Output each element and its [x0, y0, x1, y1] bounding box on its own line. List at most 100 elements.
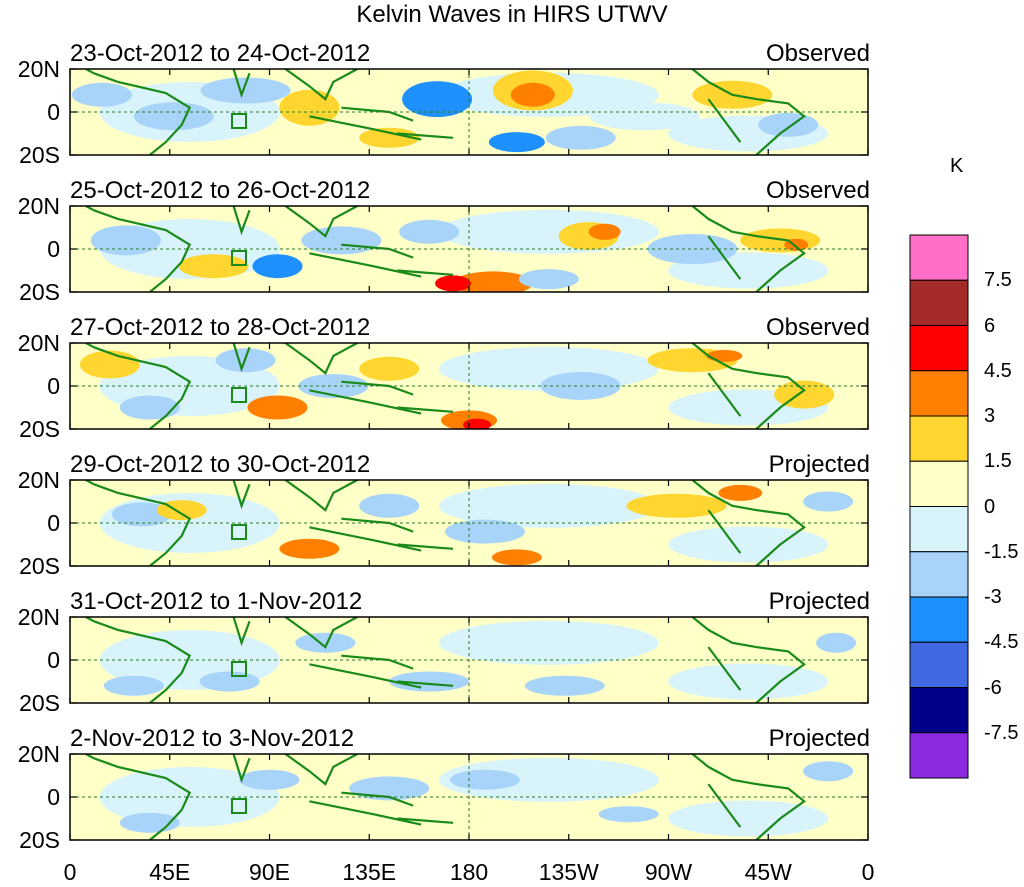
- colorbar: [909, 234, 969, 779]
- y-tick-label: 0: [47, 99, 60, 125]
- anomaly-blob: [435, 275, 472, 292]
- y-tick-label: 20N: [17, 193, 60, 219]
- coastline: [285, 617, 453, 688]
- region-box: [231, 250, 247, 266]
- colorbar-swatch: [909, 641, 969, 688]
- anomaly-blob: [588, 223, 621, 240]
- y-tick-label: 0: [47, 510, 60, 536]
- colorbar-swatch: [909, 460, 969, 507]
- colorbar-swatch: [909, 325, 969, 372]
- map-panel-5: [69, 616, 869, 704]
- anomaly-blob: [668, 663, 829, 700]
- anomaly-blob: [399, 219, 460, 244]
- anomaly-blob: [199, 671, 260, 692]
- anomaly-blob: [438, 757, 659, 802]
- anomaly-blob: [803, 491, 854, 512]
- colorbar-swatch: [909, 551, 969, 598]
- anomaly-blob: [359, 493, 420, 518]
- colorbar-swatch: [909, 506, 969, 553]
- coastline: [234, 206, 250, 232]
- coastline: [285, 343, 453, 414]
- anomaly-blob: [491, 549, 542, 566]
- panel-status: Projected: [768, 588, 870, 615]
- anomaly-blob: [247, 395, 308, 420]
- anomaly-blob: [239, 769, 300, 790]
- panel-date-range: 27-Oct-2012 to 28-Oct-2012: [70, 314, 371, 341]
- region-box: [231, 387, 247, 403]
- anomaly-blob: [449, 769, 520, 790]
- coastline: [234, 617, 250, 643]
- anomaly-blob: [71, 82, 132, 107]
- coastline: [285, 754, 453, 825]
- coastline: [285, 69, 453, 140]
- colorbar-tick-label: 3: [984, 405, 996, 427]
- colorbar-tick-label: 6: [984, 314, 996, 337]
- anomaly-blob: [79, 350, 140, 379]
- map-panel-3: [69, 342, 869, 430]
- anomaly-blob: [178, 254, 249, 279]
- figure-title: Kelvin Waves in HIRS UTWV: [356, 1, 668, 28]
- colorbar-swatch: [909, 370, 969, 417]
- panel-status: Observed: [765, 40, 870, 67]
- colorbar-swatch: [909, 732, 969, 779]
- coastline: [692, 754, 804, 840]
- y-tick-label: 0: [47, 647, 60, 673]
- coastline: [692, 343, 804, 429]
- panel-date-range: 23-Oct-2012 to 24-Oct-2012: [70, 40, 371, 67]
- colorbar-swatch: [909, 415, 969, 462]
- anomaly-blob: [668, 526, 829, 563]
- y-tick-label: 20S: [19, 279, 60, 305]
- panel-date-range: 2-Nov-2012 to 3-Nov-2012: [70, 725, 355, 752]
- anomaly-blob: [438, 209, 659, 254]
- coastline: [285, 206, 453, 277]
- anomaly-blob: [103, 675, 164, 696]
- colorbar-tick-label: -3: [984, 586, 1002, 608]
- anomaly-blob: [444, 519, 525, 544]
- map-panel-2: [69, 205, 869, 293]
- anomaly-blob: [647, 234, 738, 264]
- anomaly-blob: [626, 493, 727, 518]
- colorbar-tick-label: 7.5: [984, 269, 1012, 292]
- anomaly-blob: [359, 127, 420, 148]
- x-tick-label: 135E: [342, 859, 397, 885]
- anomaly-blob: [200, 77, 291, 104]
- colorbar-tick-label: 1.5: [984, 450, 1012, 473]
- x-tick-label: 90E: [249, 859, 290, 885]
- region-box: [231, 661, 247, 677]
- anomaly-blob: [598, 806, 659, 823]
- anomaly-blob: [589, 102, 700, 131]
- colorbar-tick-label: -6: [984, 676, 1002, 699]
- y-tick-label: 20S: [19, 690, 60, 716]
- y-tick-label: 20S: [19, 827, 60, 853]
- x-tick-label: 45W: [744, 859, 792, 885]
- anomaly-blob: [111, 502, 172, 527]
- anomaly-blob: [816, 632, 857, 653]
- anomaly-blob: [758, 112, 819, 137]
- map-panel-6: [69, 753, 869, 841]
- anomaly-blob: [119, 395, 180, 420]
- anomaly-blob: [668, 800, 829, 837]
- panel-date-range: 31-Oct-2012 to 1-Nov-2012: [70, 588, 363, 615]
- y-tick-label: 20N: [17, 467, 60, 493]
- y-tick-label: 0: [47, 236, 60, 262]
- anomaly-blob: [718, 484, 763, 501]
- colorbar-tick-label: 4.5: [984, 359, 1012, 382]
- x-tick-label: 0: [63, 859, 77, 885]
- anomaly-blob: [301, 226, 382, 255]
- panel-status: Observed: [765, 314, 870, 341]
- panel-date-range: 29-Oct-2012 to 30-Oct-2012: [70, 451, 371, 478]
- anomaly-blob: [510, 82, 555, 107]
- coastline: [234, 754, 250, 780]
- y-tick-label: 0: [47, 373, 60, 399]
- region-box: [231, 113, 247, 129]
- panel-status: Projected: [768, 451, 870, 478]
- anomaly-blob: [279, 538, 340, 559]
- colorbar-swatch: [909, 279, 969, 326]
- anomaly-blob: [133, 102, 214, 131]
- map-panel-4: [69, 479, 869, 567]
- coastline: [285, 480, 453, 551]
- panel-date-range: 25-Oct-2012 to 26-Oct-2012: [70, 177, 371, 204]
- anomaly-blob: [462, 418, 491, 429]
- anomaly-blob: [524, 675, 605, 696]
